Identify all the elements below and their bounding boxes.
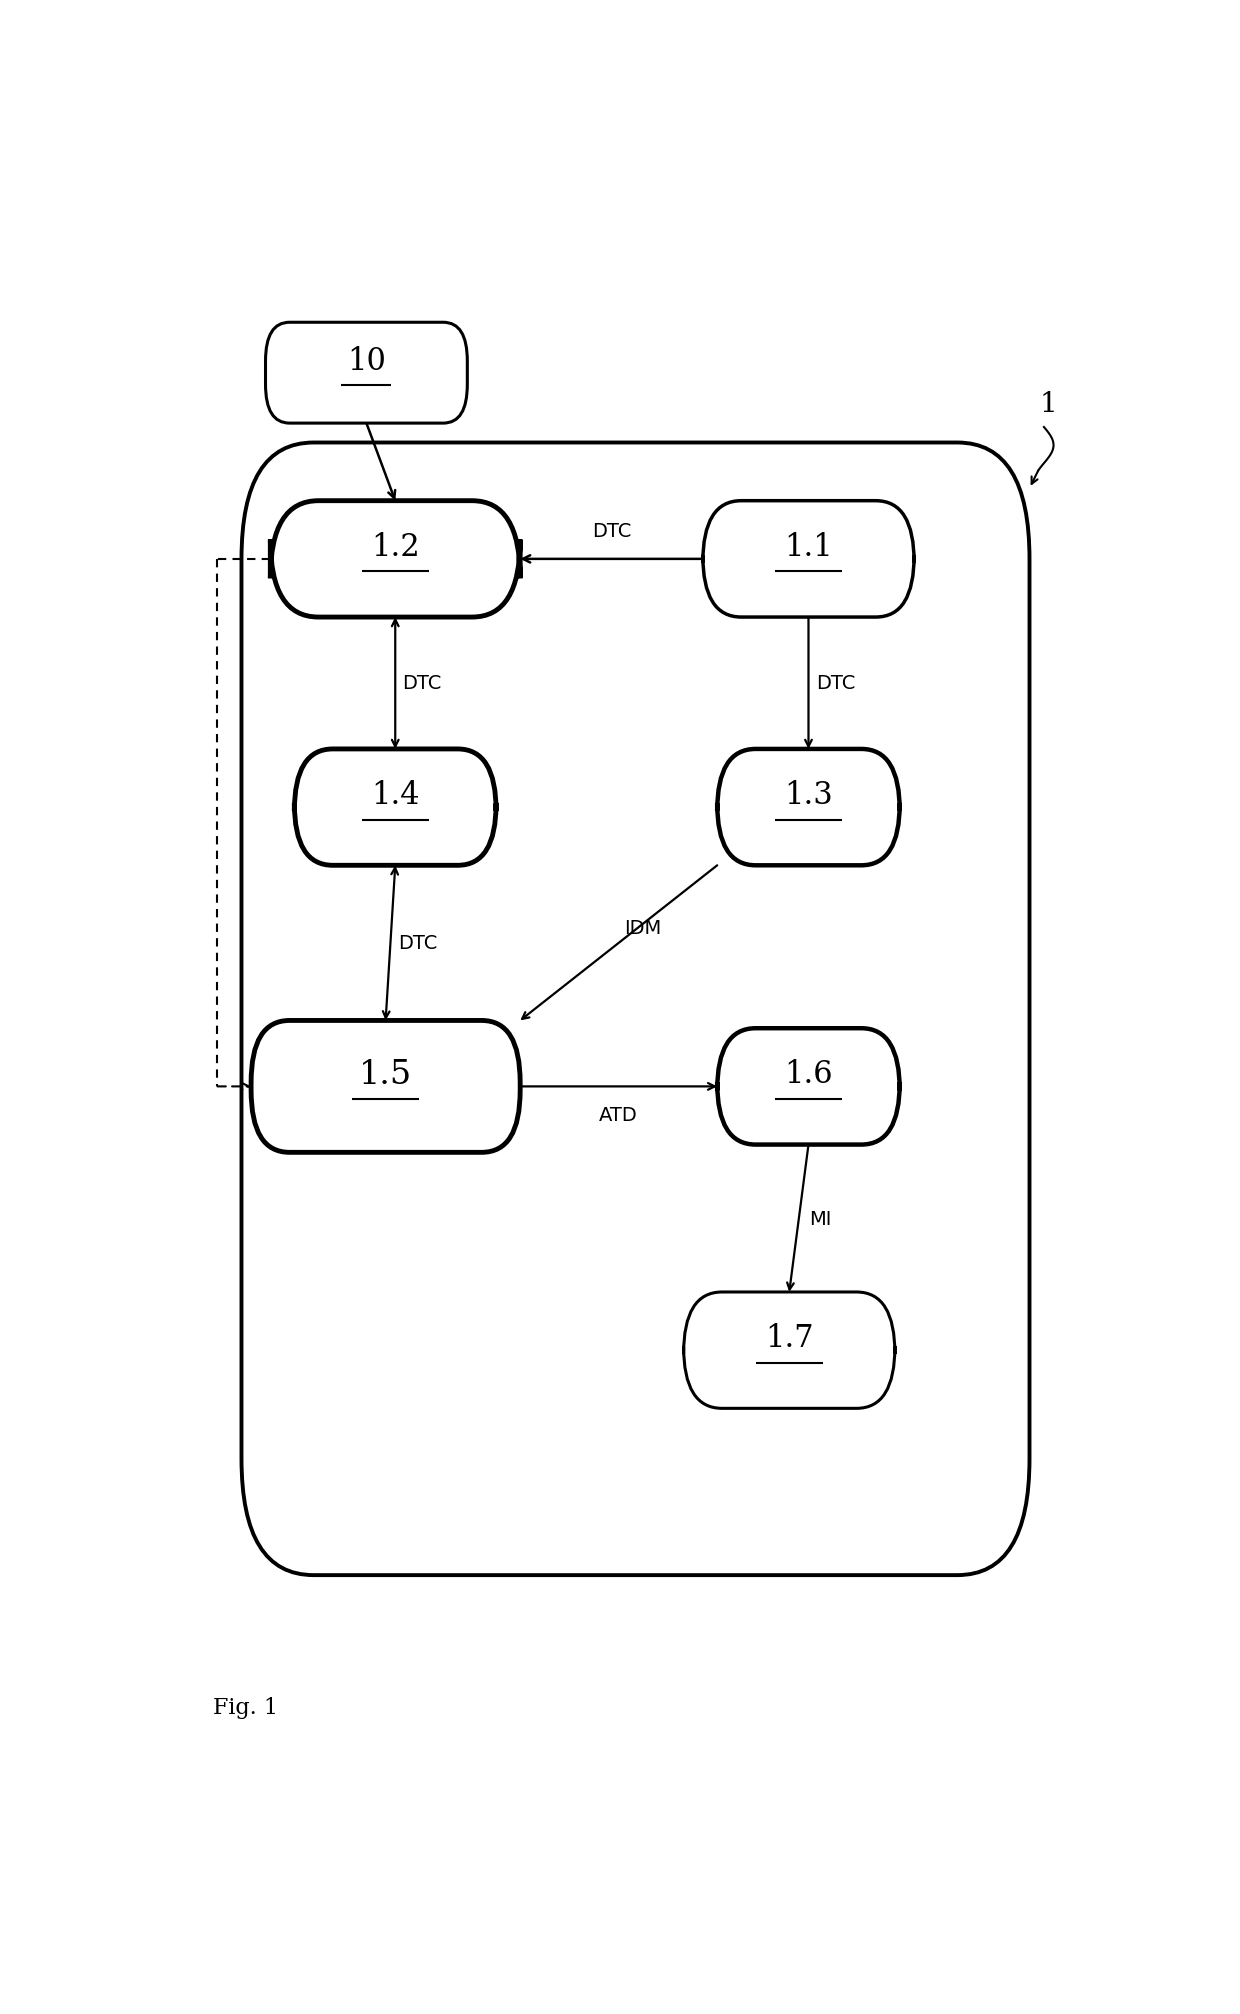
Text: 1.1: 1.1 [784, 532, 833, 562]
Text: DTC: DTC [403, 675, 441, 693]
Text: 1.4: 1.4 [371, 779, 419, 812]
Text: 1.3: 1.3 [784, 779, 833, 812]
Text: DTC: DTC [816, 675, 856, 693]
Text: Fig. 1: Fig. 1 [213, 1696, 278, 1718]
Text: DTC: DTC [398, 934, 436, 953]
Text: 1.6: 1.6 [784, 1059, 833, 1090]
Text: 1.2: 1.2 [371, 532, 419, 562]
FancyBboxPatch shape [717, 749, 900, 866]
FancyBboxPatch shape [294, 749, 496, 866]
Text: IDM: IDM [624, 918, 661, 937]
FancyBboxPatch shape [683, 1293, 895, 1408]
Text: 1.7: 1.7 [765, 1323, 813, 1353]
Text: MI: MI [808, 1208, 831, 1229]
Text: 1: 1 [1040, 391, 1058, 419]
Text: ATD: ATD [599, 1106, 639, 1124]
Text: 10: 10 [347, 346, 386, 377]
FancyBboxPatch shape [270, 501, 521, 618]
FancyBboxPatch shape [703, 501, 914, 618]
Text: 1.5: 1.5 [360, 1059, 412, 1090]
FancyBboxPatch shape [265, 322, 467, 423]
FancyBboxPatch shape [250, 1021, 521, 1152]
Text: DTC: DTC [591, 522, 631, 542]
FancyBboxPatch shape [717, 1029, 900, 1146]
FancyBboxPatch shape [242, 443, 1029, 1575]
